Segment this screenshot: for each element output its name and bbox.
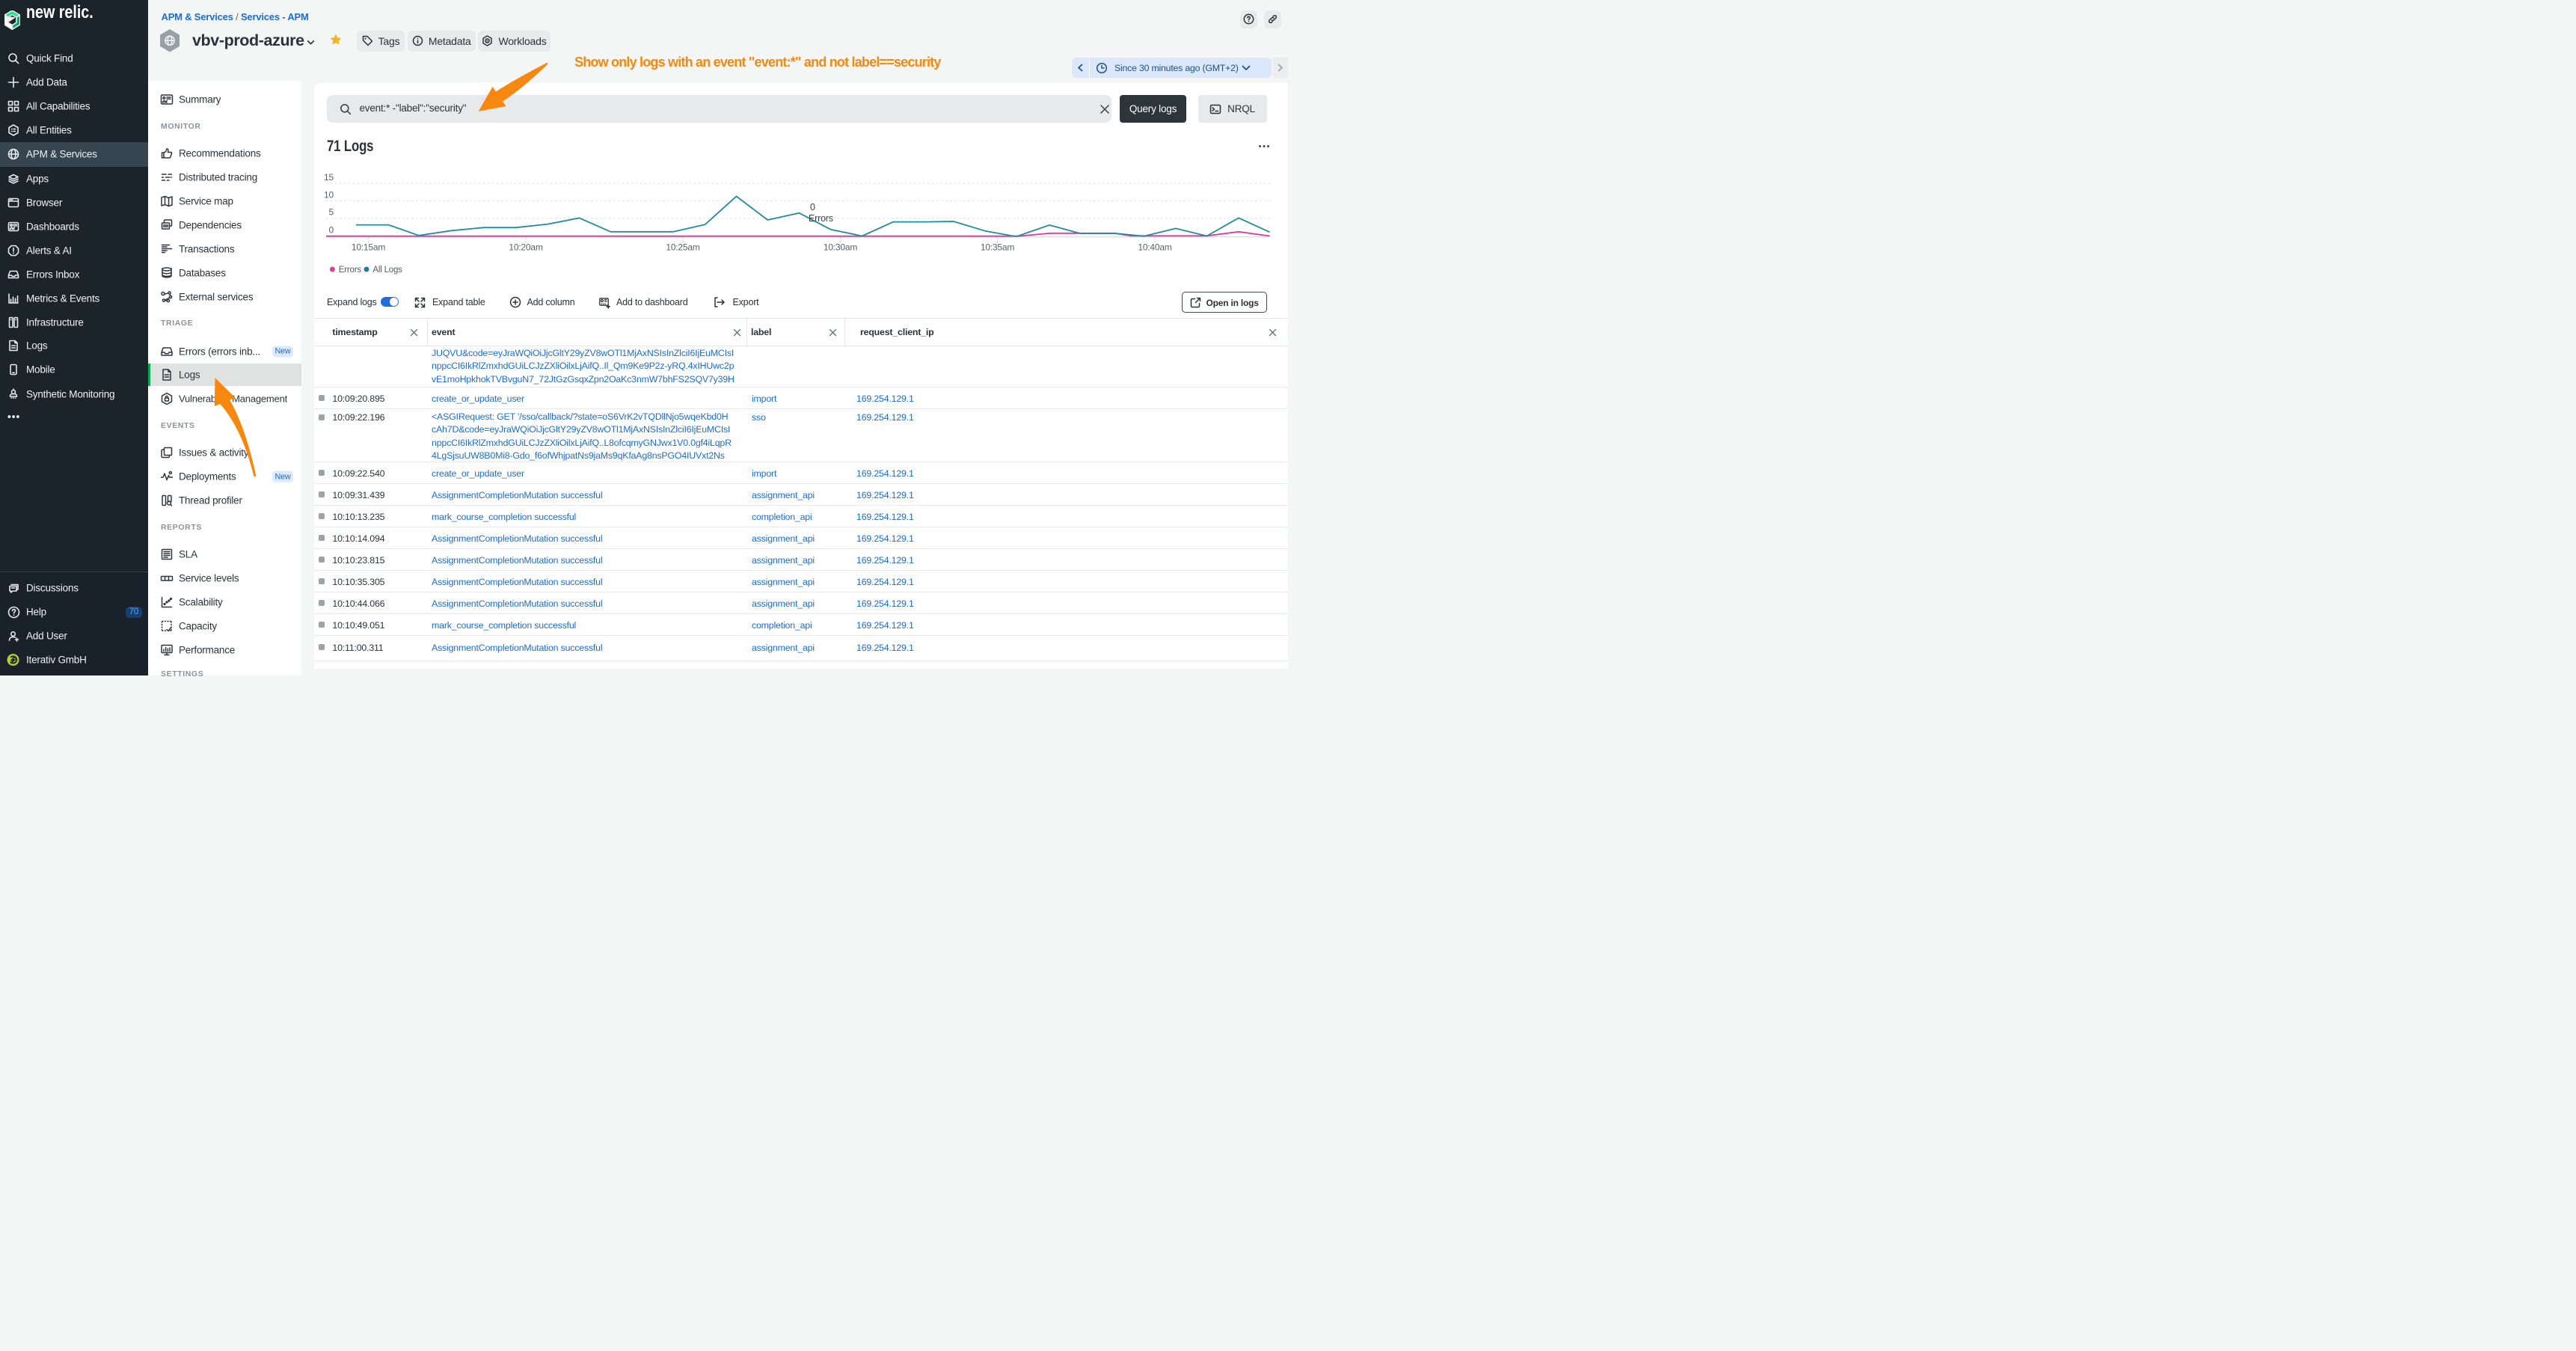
svg-text:15: 15 [324,172,334,183]
svg-text:Errors: Errors [809,213,833,224]
svg-text:10:30am: 10:30am [824,242,858,252]
svg-text:All Logs: All Logs [372,266,402,275]
svg-text:10: 10 [324,189,334,200]
svg-text:0: 0 [810,202,815,212]
svg-text:Errors: Errors [339,266,362,275]
svg-text:10:15am: 10:15am [352,242,386,252]
svg-text:10:20am: 10:20am [509,242,543,252]
svg-text:5: 5 [329,207,334,218]
svg-text:10:25am: 10:25am [666,242,700,252]
svg-text:10:40am: 10:40am [1138,242,1172,252]
svg-text:0: 0 [329,225,334,236]
svg-text:10:35am: 10:35am [981,242,1015,252]
